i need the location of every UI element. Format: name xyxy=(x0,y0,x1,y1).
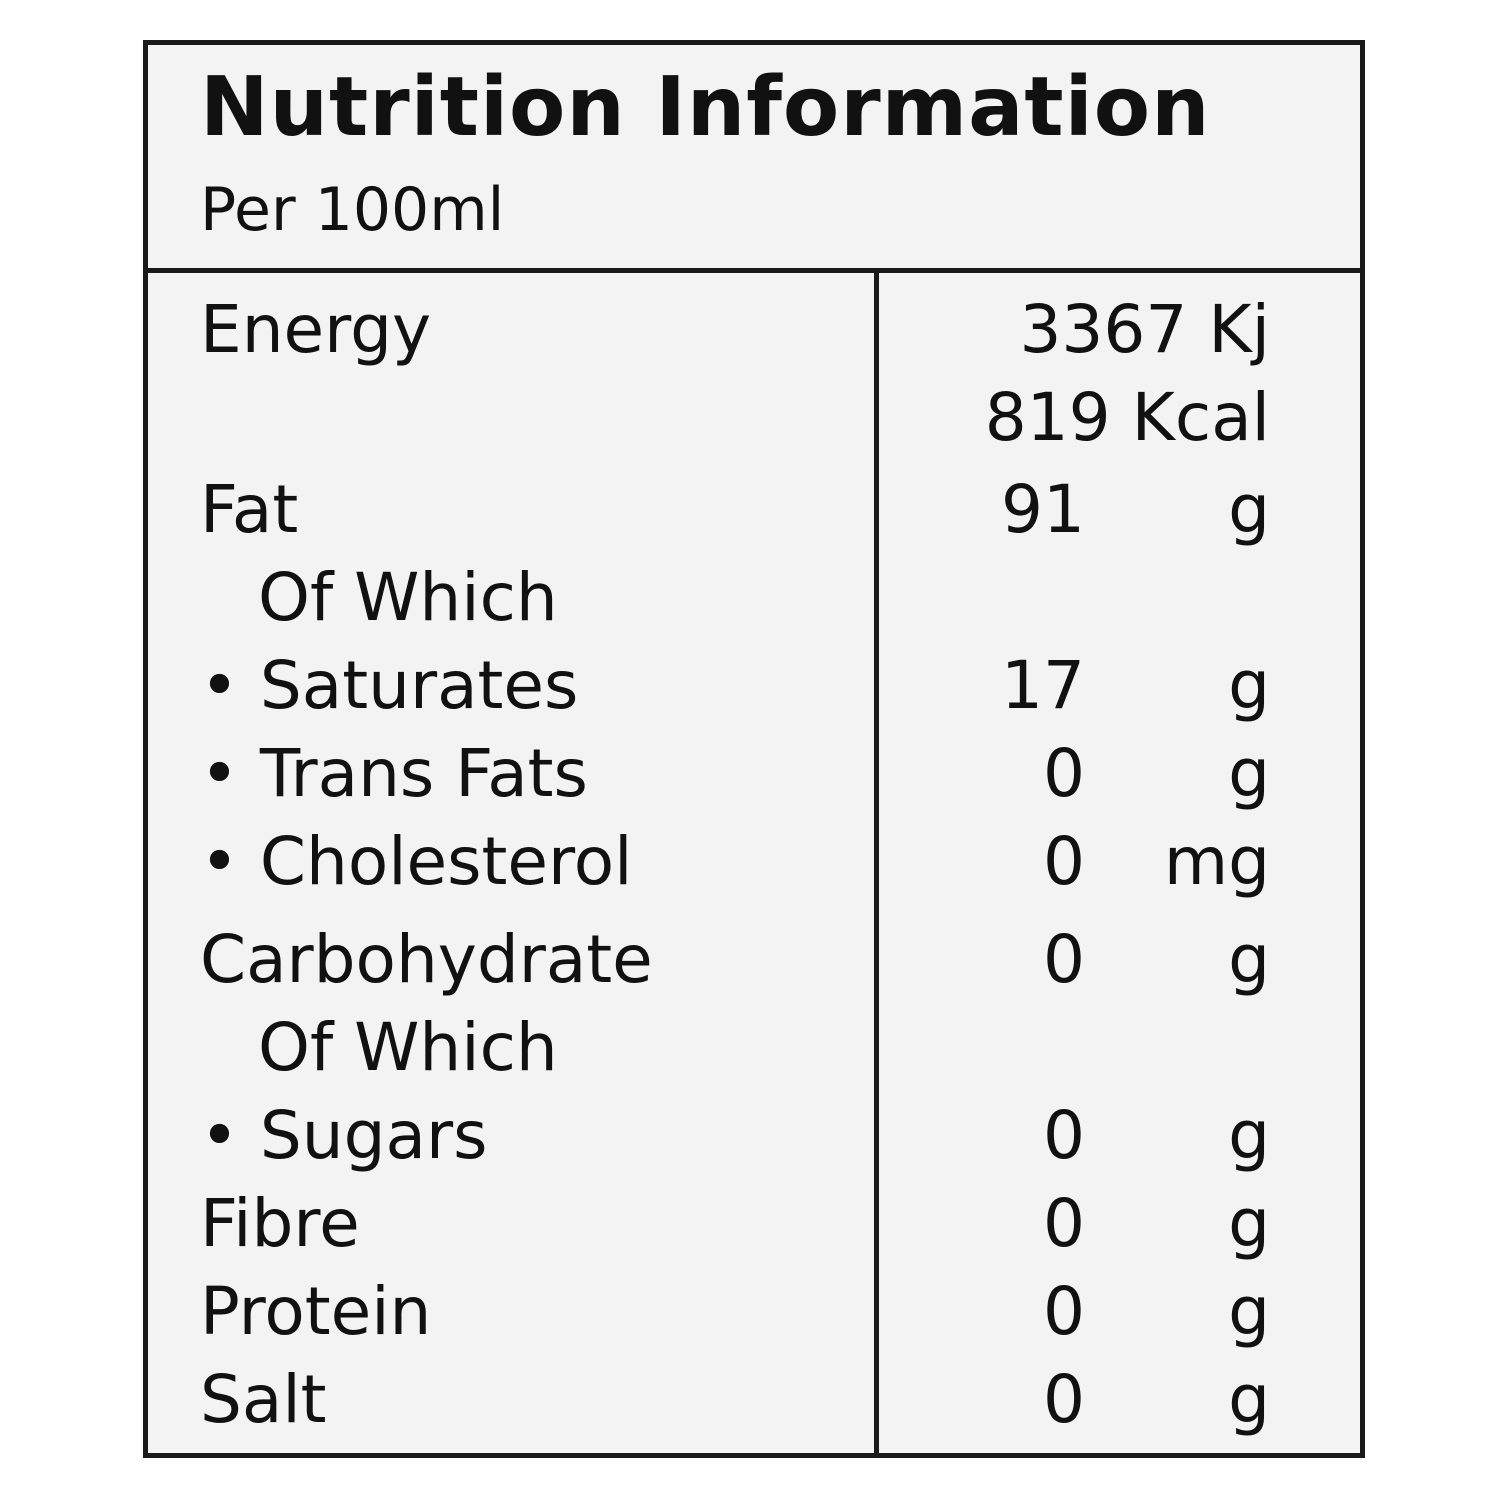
nutrient-value-cholesterol: 0 xyxy=(1043,823,1085,900)
column-divider xyxy=(874,273,879,1453)
energy-kj-value: 3367 Kj xyxy=(1019,291,1270,368)
nutrient-unit-salt: g xyxy=(1228,1361,1270,1438)
nutrition-panel: Nutrition Information Per 100ml Energy 3… xyxy=(143,40,1365,1458)
nutrient-value-saturates: 17 xyxy=(1001,647,1085,724)
nutrient-value-fat: 91 xyxy=(1001,471,1085,548)
nutrient-label-of-which-fat: Of Which xyxy=(258,559,558,636)
nutrient-unit-sugars: g xyxy=(1228,1097,1270,1174)
serving-size: Per 100ml xyxy=(200,175,505,245)
energy-kcal-value: 819 Kcal xyxy=(984,379,1270,456)
nutrient-label-carbohydrate: Carbohydrate xyxy=(200,921,653,998)
nutrient-value-protein: 0 xyxy=(1043,1273,1085,1350)
nutrient-label-fat: Fat xyxy=(200,471,299,548)
nutrient-unit-saturates: g xyxy=(1228,647,1270,724)
panel-title: Nutrition Information xyxy=(200,60,1211,155)
nutrient-label-cholesterol: • Cholesterol xyxy=(200,823,633,900)
nutrient-label-protein: Protein xyxy=(200,1273,432,1350)
nutrient-value-salt: 0 xyxy=(1043,1361,1085,1438)
nutrient-unit-fibre: g xyxy=(1228,1185,1270,1262)
nutrient-label-of-which-carbohydrate: Of Which xyxy=(258,1009,558,1086)
nutrient-unit-trans-fats: g xyxy=(1228,735,1270,812)
nutrient-label-saturates: • Saturates xyxy=(200,647,579,724)
nutrient-label-trans-fats: • Trans Fats xyxy=(200,735,588,812)
nutrient-unit-carbohydrate: g xyxy=(1228,921,1270,998)
nutrition-header: Nutrition Information Per 100ml xyxy=(148,45,1360,273)
nutrient-value-carbohydrate: 0 xyxy=(1043,921,1085,998)
energy-label: Energy xyxy=(200,291,432,368)
nutrient-value-fibre: 0 xyxy=(1043,1185,1085,1262)
nutrient-value-trans-fats: 0 xyxy=(1043,735,1085,812)
nutrient-label-salt: Salt xyxy=(200,1361,327,1438)
nutrient-unit-protein: g xyxy=(1228,1273,1270,1350)
nutrient-unit-cholesterol: mg xyxy=(1163,823,1270,900)
nutrient-label-sugars: • Sugars xyxy=(200,1097,488,1174)
nutrient-label-fibre: Fibre xyxy=(200,1185,360,1262)
nutrient-unit-fat: g xyxy=(1228,471,1270,548)
nutrient-value-sugars: 0 xyxy=(1043,1097,1085,1174)
